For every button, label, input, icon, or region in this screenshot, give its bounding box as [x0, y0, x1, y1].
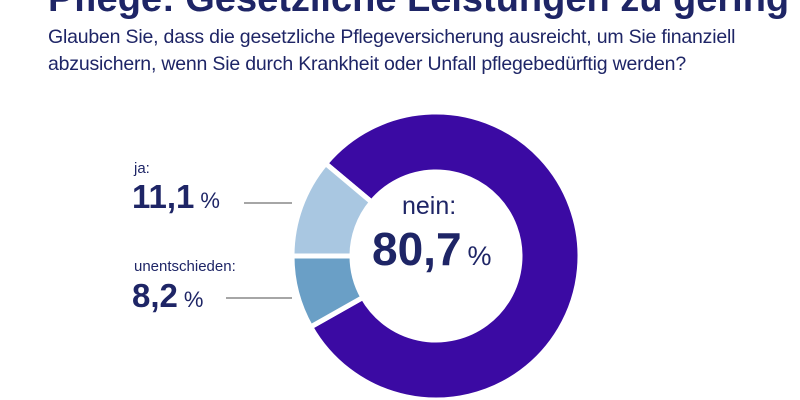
slice-nein: [307, 109, 583, 400]
label-ja: ja:: [134, 160, 150, 177]
value-unentschieden: 8,2%: [132, 277, 203, 315]
value-ja-unit: %: [200, 188, 220, 213]
value-nein-number: 80,7: [372, 223, 462, 275]
chart-title: Pflege: Gesetzliche Leistungen zu gering: [48, 0, 789, 21]
value-nein-unit: %: [467, 241, 492, 271]
chart-subtitle: Glauben Sie, dass die gesetzliche Pflege…: [48, 26, 736, 75]
value-nein: 80,7%: [372, 222, 492, 276]
value-unentschieden-unit: %: [183, 287, 204, 312]
value-ja: 11,1%: [132, 178, 220, 216]
slice-ja: [289, 159, 376, 259]
label-unentschieden: unentschieden:: [134, 258, 236, 275]
label-nein: nein:: [402, 192, 457, 220]
value-ja-number: 11,1: [132, 178, 195, 215]
value-unentschieden-number: 8,2: [132, 277, 178, 314]
